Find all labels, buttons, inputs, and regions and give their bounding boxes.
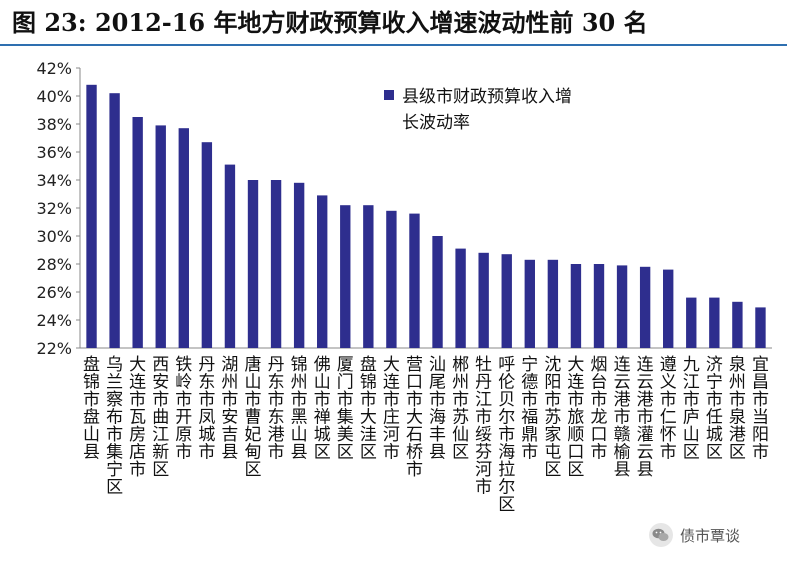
x-tick-label: 营口市大石桥市 <box>406 355 423 480</box>
bar <box>363 205 374 348</box>
bar <box>663 269 674 348</box>
x-tick-label: 铁岭市开原市 <box>175 355 192 463</box>
bar <box>616 265 628 348</box>
bar <box>409 213 420 348</box>
bar <box>593 264 605 348</box>
bar <box>432 236 443 348</box>
bar <box>755 307 766 348</box>
bar <box>709 297 720 348</box>
x-tick-label: 湖州市安吉县 <box>221 355 238 463</box>
bar <box>201 142 213 348</box>
x-tick-label: 大连市庄河市 <box>383 355 400 463</box>
x-tick-label: 泉州市泉港区 <box>729 355 746 463</box>
x-tick-label: 沈阳市苏家屯区 <box>544 355 561 480</box>
bar <box>340 205 351 348</box>
x-tick-label: 烟台市龙口市 <box>591 355 608 463</box>
x-tick-label: 呼伦贝尔市海拉尔区 <box>498 355 515 515</box>
y-tick-label: 28% <box>36 255 72 274</box>
bar <box>109 93 120 348</box>
bar <box>386 210 397 348</box>
bar <box>501 254 512 348</box>
wechat-icon <box>649 523 673 547</box>
bar <box>524 259 535 348</box>
x-tick-label: 佛山市禅城区 <box>314 355 331 463</box>
x-tick-label: 九江市庐山区 <box>683 355 700 463</box>
x-tick-label: 宜昌市当阳市 <box>752 355 769 463</box>
bar <box>478 252 489 348</box>
bar <box>224 164 236 348</box>
y-tick-label: 40% <box>36 87 72 106</box>
x-tick-label: 遵义市仁怀市 <box>660 355 677 463</box>
x-tick-label: 盘锦市大洼区 <box>360 355 377 463</box>
bar <box>86 84 97 349</box>
bar <box>132 117 143 348</box>
x-tick-label: 宁德市福鼎市 <box>521 355 538 463</box>
bar <box>247 180 259 348</box>
y-tick-label: 42% <box>36 59 72 78</box>
y-tick-label: 22% <box>36 339 72 358</box>
y-tick-label: 30% <box>36 227 72 246</box>
x-tick-label: 牡丹江市绥芬河市 <box>475 355 492 498</box>
legend-swatch <box>384 90 394 100</box>
y-tick-label: 38% <box>36 115 72 134</box>
x-tick-label: 丹东市东港市 <box>268 355 285 463</box>
x-tick-label: 连云港市赣榆县 <box>614 355 631 480</box>
x-tick-label: 汕尾市海丰县 <box>429 355 446 463</box>
watermark: 债市覃谈 <box>648 522 741 548</box>
bar <box>547 259 559 348</box>
bar-chart: 22% 24% 26% 28% 30% 32% 34% 36% 38% 40% 42% 盘锦市盘山县乌… <box>36 59 772 515</box>
x-tick-label: 唐山市曹妃甸区 <box>245 354 262 480</box>
x-tick-label: 锦州市黑山县 <box>291 355 308 463</box>
x-tick-label: 大连市瓦房店市 <box>129 355 146 480</box>
bar <box>570 264 582 348</box>
bar <box>686 297 697 348</box>
y-tick-label: 34% <box>36 171 72 190</box>
legend-label: 县级市财政预算收入增长波动率 <box>402 87 572 133</box>
x-tick-label: 西安市曲江新区 <box>152 355 169 480</box>
y-tick-label: 26% <box>36 283 72 302</box>
y-tick-label: 24% <box>36 311 72 330</box>
bar <box>270 180 282 348</box>
x-tick-label: 连云港市灌云县 <box>637 355 654 480</box>
x-tick-label: 郴州市苏仙区 <box>452 355 469 463</box>
bar <box>293 182 305 348</box>
x-tick-label: 厦门市集美区 <box>337 355 354 463</box>
x-tick-label: 大连市旅顺口区 <box>567 355 584 480</box>
x-tick-label: 盘锦市盘山县 <box>83 355 100 463</box>
y-tick-label: 32% <box>36 199 72 218</box>
bar <box>178 128 189 348</box>
bar <box>455 248 466 348</box>
bar <box>732 301 743 348</box>
bar <box>639 266 651 348</box>
watermark-label: 债市覃谈 <box>680 526 741 545</box>
bar <box>155 125 166 349</box>
x-tick-label: 济宁市任城区 <box>706 355 723 463</box>
x-tick-label: 乌兰察布市集宁区 <box>106 355 123 498</box>
page-title: 图 23: 2012-16 年地方财政预算收入增速波动性前 30 名 <box>0 0 787 46</box>
y-tick-label: 36% <box>36 143 72 162</box>
x-tick-label: 丹东市凤城市 <box>198 355 215 463</box>
bar <box>317 195 328 348</box>
